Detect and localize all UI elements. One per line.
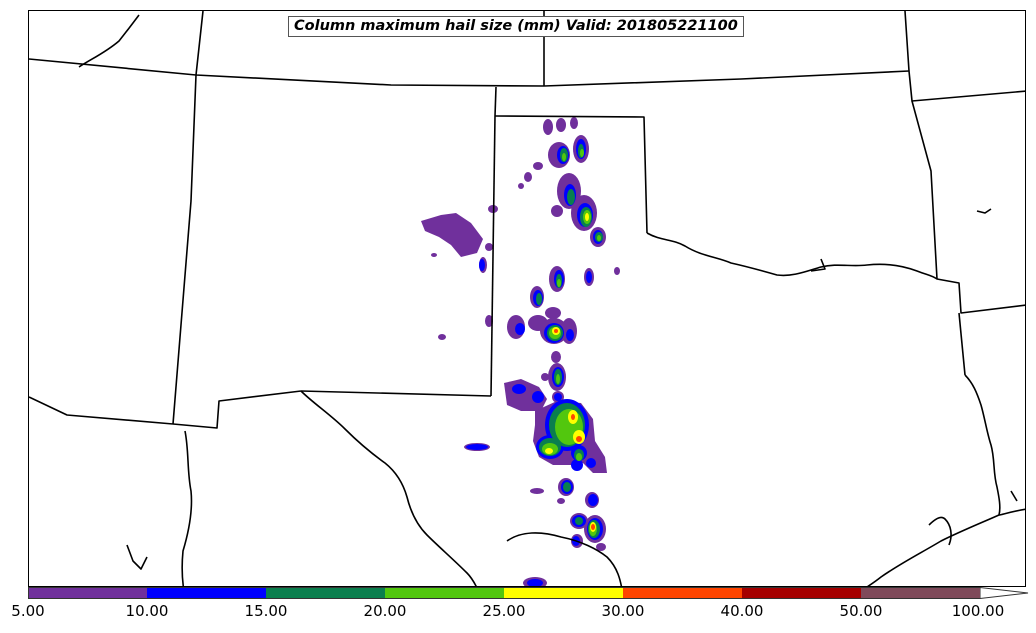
colorbar bbox=[28, 587, 1029, 599]
colorbar-extension bbox=[980, 587, 1029, 599]
colorbar-segment bbox=[385, 587, 504, 599]
colorbar-tick-label: 50.00 bbox=[839, 602, 883, 620]
colorbar-tick-label: 15.00 bbox=[244, 602, 288, 620]
map-panel[interactable] bbox=[28, 10, 1026, 587]
colorbar-segment bbox=[861, 587, 980, 599]
state-boundaries bbox=[29, 11, 1025, 586]
colorbar-tick-label: 25.00 bbox=[482, 602, 526, 620]
colorbar-tick-label: 30.00 bbox=[601, 602, 645, 620]
colorbar-tick-label: 40.00 bbox=[720, 602, 764, 620]
colorbar-segment bbox=[28, 587, 147, 599]
colorbar-segment bbox=[504, 587, 623, 599]
hail-field bbox=[421, 117, 620, 586]
colorbar-segment bbox=[147, 587, 266, 599]
colorbar-tick-label: 100.00 bbox=[951, 602, 1005, 620]
colorbar-segment bbox=[623, 587, 742, 599]
colorbar-tick-label: 20.00 bbox=[363, 602, 407, 620]
map-title: Column maximum hail size (mm) Valid: 201… bbox=[288, 16, 744, 37]
colorbar-segment bbox=[266, 587, 385, 599]
colorbar-tick-label: 5.00 bbox=[11, 602, 45, 620]
map-canvas bbox=[29, 11, 1025, 586]
colorbar-segment bbox=[742, 587, 861, 599]
colorbar-tick-label: 10.00 bbox=[125, 602, 169, 620]
